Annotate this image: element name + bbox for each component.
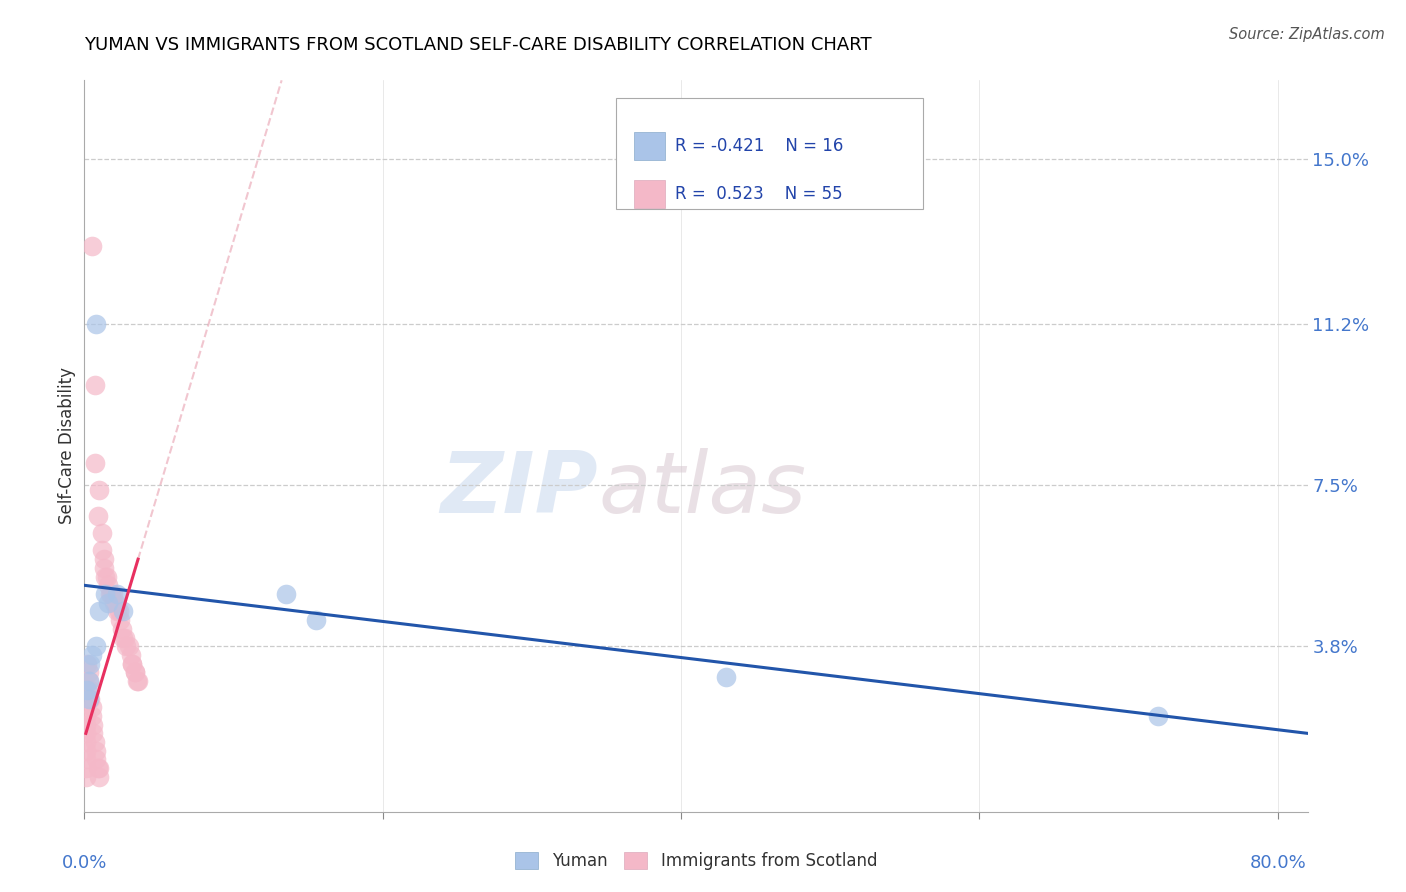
Point [76,657,98,671]
Point [103,596,125,610]
Point [89,761,111,775]
Point [108,613,131,627]
Point [120,648,142,662]
Point [80,648,103,662]
Text: atlas: atlas [598,449,806,532]
Point [75,770,97,784]
Text: R =  0.523    N = 55: R = 0.523 N = 55 [675,186,842,203]
Point [107,604,129,618]
Point [75,717,97,731]
Point [75,726,97,740]
Point [84,752,107,766]
Point [105,604,128,618]
Point [75,735,97,749]
Point [89,770,111,784]
Point [274,587,297,601]
Point [94,569,117,583]
Point [80,709,103,723]
Point [97,578,120,592]
Point [93,552,115,566]
Text: 80.0%: 80.0% [1250,855,1306,872]
Point [87,508,110,523]
Point [100,587,122,601]
Point [96,569,118,583]
Point [79,657,101,671]
Point [104,596,127,610]
Point [80,238,103,252]
Y-axis label: Self-Care Disability: Self-Care Disability [58,368,76,524]
Point [80,700,103,714]
Text: Source: ZipAtlas.com: Source: ZipAtlas.com [1229,27,1385,42]
Point [87,761,110,775]
Point [83,735,105,749]
Point [75,709,97,723]
Point [111,622,134,636]
Point [79,682,101,697]
Legend: Yuman, Immigrants from Scotland: Yuman, Immigrants from Scotland [508,845,884,877]
Point [82,717,104,731]
Point [714,670,737,684]
Text: 0.0%: 0.0% [62,855,107,872]
Point [304,613,326,627]
Point [121,657,143,671]
Point [115,640,138,654]
Point [84,317,107,331]
Point [75,761,97,775]
Point [1147,709,1170,723]
Point [125,674,148,689]
Point [118,640,141,654]
Point [89,604,111,618]
Point [121,657,143,671]
Point [77,674,100,689]
Point [101,587,124,601]
Point [112,604,135,618]
Text: ZIP: ZIP [440,449,598,532]
Point [127,674,149,689]
Point [97,596,120,610]
Point [82,726,104,740]
Point [83,457,105,471]
Text: YUMAN VS IMMIGRANTS FROM SCOTLAND SELF-CARE DISABILITY CORRELATION CHART: YUMAN VS IMMIGRANTS FROM SCOTLAND SELF-C… [84,36,872,54]
Point [77,665,100,680]
Point [112,631,135,645]
Point [91,543,114,558]
Point [79,691,101,706]
Point [76,682,98,697]
Point [84,640,107,654]
Point [105,587,128,601]
Point [98,587,121,601]
Point [75,744,97,758]
Point [124,665,146,680]
Point [94,587,117,601]
Point [77,691,100,706]
Point [91,526,114,541]
Point [83,378,105,392]
Point [93,561,115,575]
Point [75,752,97,766]
Point [77,674,100,689]
Point [84,744,107,758]
Point [114,631,136,645]
Point [124,665,146,680]
Point [89,483,111,497]
Text: R = -0.421    N = 16: R = -0.421 N = 16 [675,137,844,155]
